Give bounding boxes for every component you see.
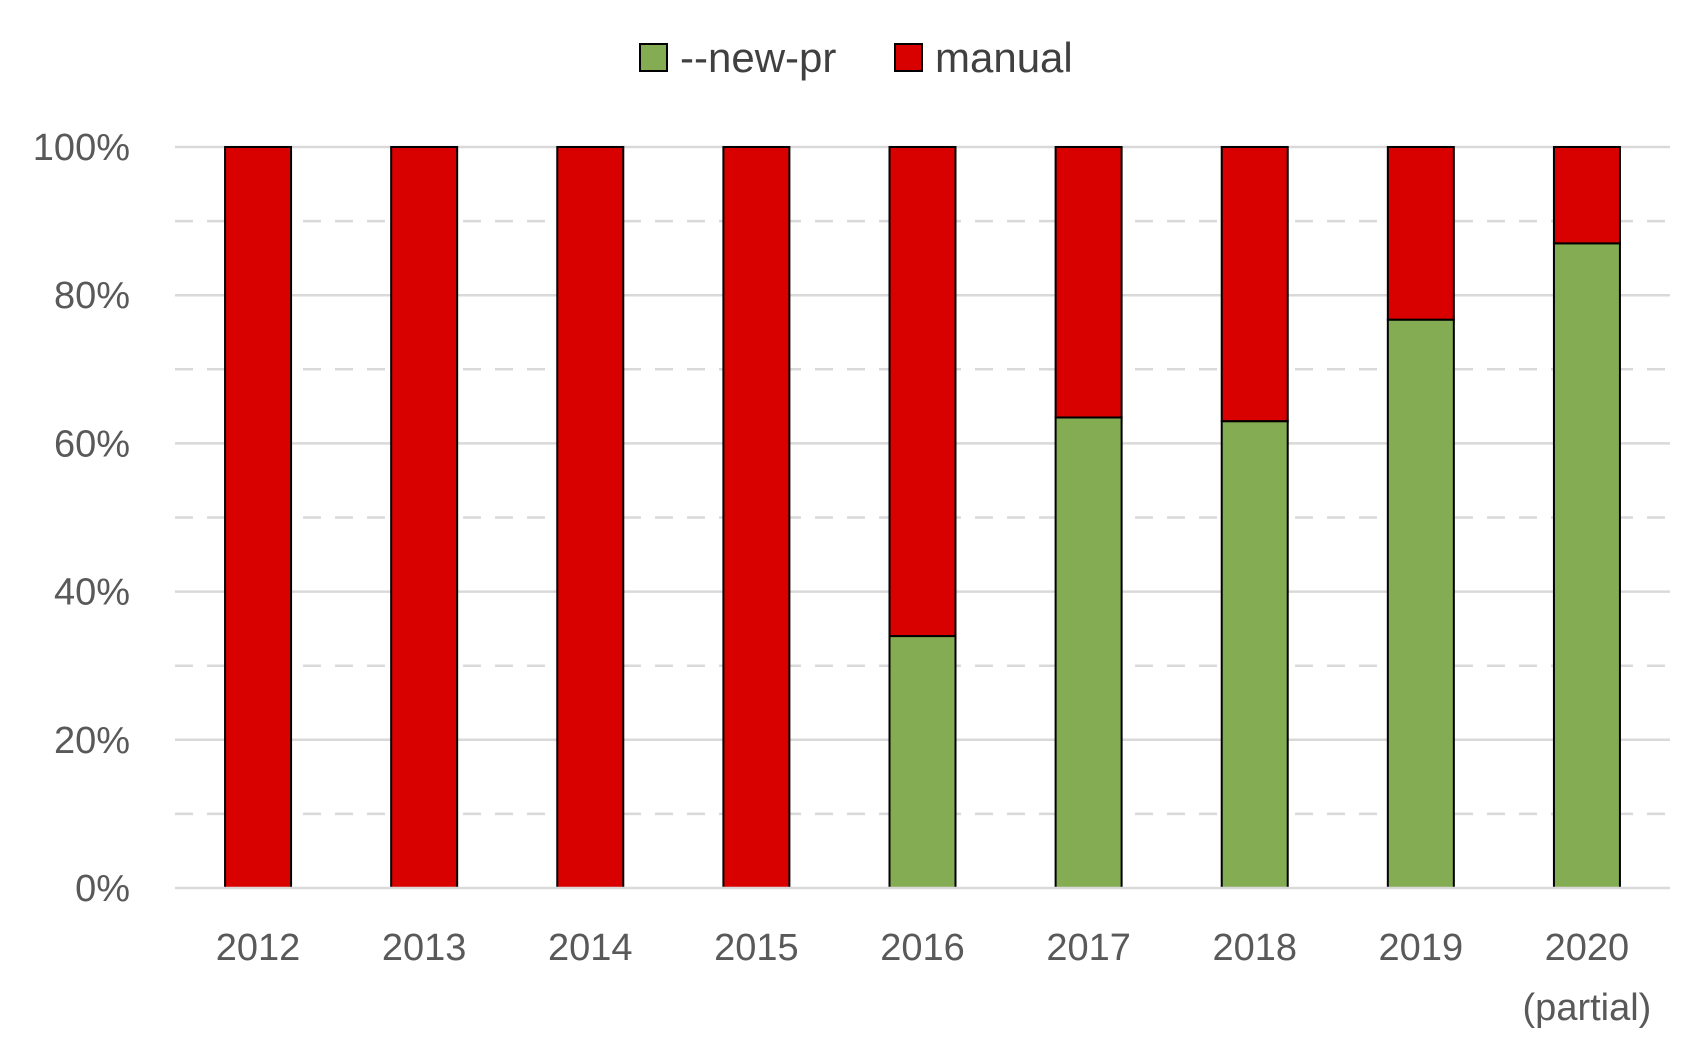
x-tick-label: 2013 (382, 927, 467, 969)
legend-label-manual: manual (935, 34, 1073, 81)
bar-segment-manual (556, 146, 625, 889)
bar-segment-new-pr (1386, 318, 1455, 889)
x-tick-label: 2019 (1379, 927, 1464, 969)
y-tick-label: 20% (54, 720, 130, 762)
x-tick-label: 2016 (880, 927, 965, 969)
y-tick-label: 100% (33, 127, 130, 169)
y-axis: 0% 20% 40% 60% 80% 100% (33, 127, 130, 910)
bar-segment-manual (1054, 146, 1123, 419)
bar-segment-new-pr (1220, 420, 1289, 889)
x-tick-label: 2012 (216, 927, 301, 969)
bar-segment-new-pr (1054, 416, 1123, 889)
legend: --new-pr manual (639, 34, 1073, 81)
legend-swatch-manual (894, 43, 923, 72)
y-tick-label: 60% (54, 423, 130, 465)
y-tick-label: 40% (54, 572, 130, 614)
y-tick-label: 80% (54, 275, 130, 317)
legend-swatch-new-pr (639, 43, 668, 72)
x-tick-sublabel: (partial) (1523, 987, 1652, 1029)
x-tick-label: 2014 (548, 927, 633, 969)
x-tick-label: 2020 (1545, 927, 1630, 969)
bars (224, 146, 1621, 889)
bar-segment-manual (224, 146, 293, 889)
y-tick-label: 0% (75, 868, 130, 910)
bar-segment-new-pr (888, 635, 957, 889)
bar-segment-manual (1386, 146, 1455, 321)
x-tick-label: 2018 (1212, 927, 1297, 969)
bar-segment-manual (1552, 146, 1621, 245)
bar-segment-manual (722, 146, 791, 889)
x-tick-label: 2017 (1046, 927, 1131, 969)
x-axis: 2012 2013 2014 2015 2016 2017 2018 2019 2020 (par… (175, 886, 1670, 1029)
bar-segment-manual (390, 146, 459, 889)
x-tick-label: 2015 (714, 927, 799, 969)
bar-segment-manual (1220, 146, 1289, 423)
bar-segment-manual (888, 146, 957, 638)
legend-label-new-pr: --new-pr (680, 34, 836, 81)
bar-segment-new-pr (1552, 242, 1621, 889)
